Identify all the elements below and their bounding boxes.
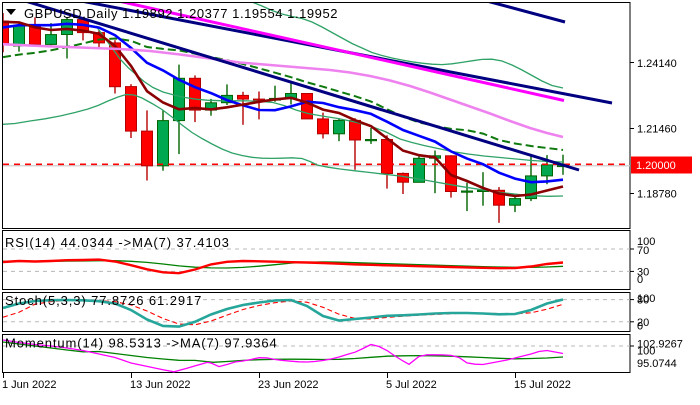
svg-text:1 Jun 2022: 1 Jun 2022 <box>2 379 56 391</box>
svg-text:1.21460: 1.21460 <box>637 124 677 136</box>
svg-text:15 Jul 2022: 15 Jul 2022 <box>514 379 571 391</box>
svg-text:5 Jul 2022: 5 Jul 2022 <box>386 379 437 391</box>
svg-text:13 Jun 2022: 13 Jun 2022 <box>130 379 191 391</box>
svg-text:30: 30 <box>637 266 649 278</box>
svg-text:80: 80 <box>637 295 649 307</box>
svg-text:1.18780: 1.18780 <box>637 189 677 201</box>
svg-text:20: 20 <box>637 317 649 329</box>
svg-text:0: 0 <box>637 321 643 333</box>
svg-text:102.9267: 102.9267 <box>637 339 683 351</box>
svg-text:Momentum(14) 98.5313 ->MA(7): Momentum(14) 98.5313 ->MA(7) 97.9364 <box>5 336 278 351</box>
svg-text:1.24140: 1.24140 <box>637 58 677 70</box>
svg-text:95.0744: 95.0744 <box>637 358 677 370</box>
svg-text:23 Jun 2022: 23 Jun 2022 <box>258 379 319 391</box>
svg-text:RSI(14) 44.0344 ->MA(7) 37.41: RSI(14) 44.0344 ->MA(7) 37.4103 <box>5 235 230 250</box>
svg-text:GBPUSD,Daily 1.19892 1.20377: GBPUSD,Daily 1.19892 1.20377 1.19554 1.1… <box>24 6 338 21</box>
svg-text:100: 100 <box>637 346 655 358</box>
svg-text:100: 100 <box>637 293 655 305</box>
svg-text:Stoch(5,3,3) 77.8726 61.2917: Stoch(5,3,3) 77.8726 61.2917 <box>5 293 202 308</box>
svg-text:100: 100 <box>637 236 655 248</box>
svg-text:70: 70 <box>637 245 649 257</box>
svg-text:1.20000: 1.20000 <box>636 160 676 172</box>
svg-text:0: 0 <box>637 274 643 286</box>
